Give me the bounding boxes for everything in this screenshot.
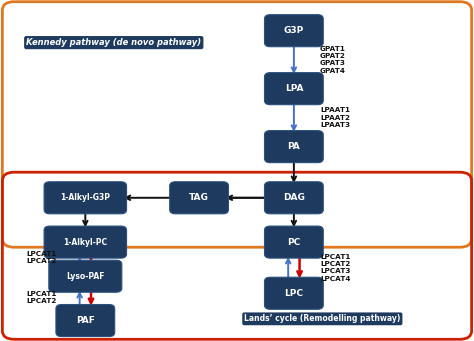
Text: 1-Alkyl-PC: 1-Alkyl-PC: [63, 238, 108, 247]
Text: TAG: TAG: [189, 193, 209, 202]
Text: LPCAT1
LPCAT2: LPCAT1 LPCAT2: [26, 291, 56, 304]
Text: 1-Alkyl-G3P: 1-Alkyl-G3P: [60, 193, 110, 202]
FancyBboxPatch shape: [264, 277, 323, 309]
Text: GPAT1
GPAT2
GPAT3
GPAT4: GPAT1 GPAT2 GPAT3 GPAT4: [320, 46, 346, 74]
FancyBboxPatch shape: [49, 260, 122, 292]
Text: G3P: G3P: [284, 26, 304, 35]
Text: LPCAT1
LPCAT2
LPCAT3
LPCAT4: LPCAT1 LPCAT2 LPCAT3 LPCAT4: [320, 254, 350, 282]
Text: PAF: PAF: [76, 316, 95, 325]
FancyBboxPatch shape: [44, 182, 127, 214]
Text: Kennedy pathway (de novo pathway): Kennedy pathway (de novo pathway): [26, 38, 201, 47]
FancyBboxPatch shape: [264, 131, 323, 163]
FancyBboxPatch shape: [264, 226, 323, 258]
Text: DAG: DAG: [283, 193, 305, 202]
Text: LPC: LPC: [284, 289, 303, 298]
FancyBboxPatch shape: [44, 226, 127, 258]
Text: PA: PA: [288, 142, 300, 151]
FancyBboxPatch shape: [264, 15, 323, 47]
Text: LPAAT1
LPAAT2
LPAAT3: LPAAT1 LPAAT2 LPAAT3: [320, 107, 350, 128]
Text: Lyso-PAF: Lyso-PAF: [66, 272, 105, 281]
FancyBboxPatch shape: [56, 305, 115, 337]
Text: PC: PC: [287, 238, 301, 247]
Text: Lands’ cycle (Remodelling pathway): Lands’ cycle (Remodelling pathway): [244, 314, 401, 323]
FancyBboxPatch shape: [264, 73, 323, 105]
FancyBboxPatch shape: [170, 182, 228, 214]
FancyBboxPatch shape: [264, 182, 323, 214]
Text: LPCAT1
LPCAT2: LPCAT1 LPCAT2: [26, 251, 56, 264]
Text: LPA: LPA: [284, 84, 303, 93]
